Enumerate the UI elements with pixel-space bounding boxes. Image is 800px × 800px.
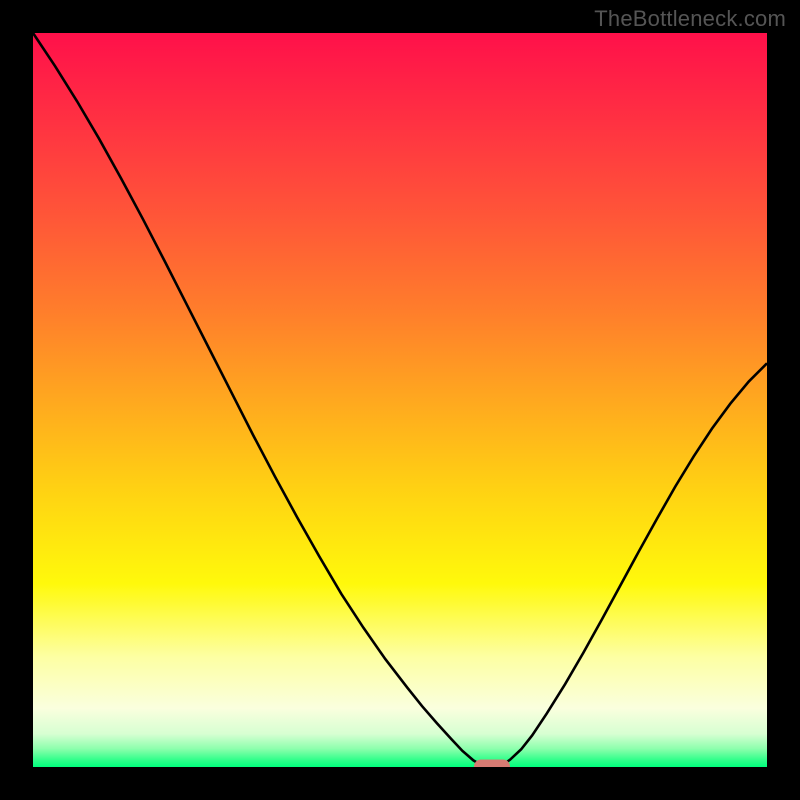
bottleneck-curve <box>33 33 767 767</box>
plot-area <box>33 33 767 767</box>
page-root: TheBottleneck.com <box>0 0 800 800</box>
min-marker <box>474 760 510 768</box>
watermark-text: TheBottleneck.com <box>594 6 786 32</box>
